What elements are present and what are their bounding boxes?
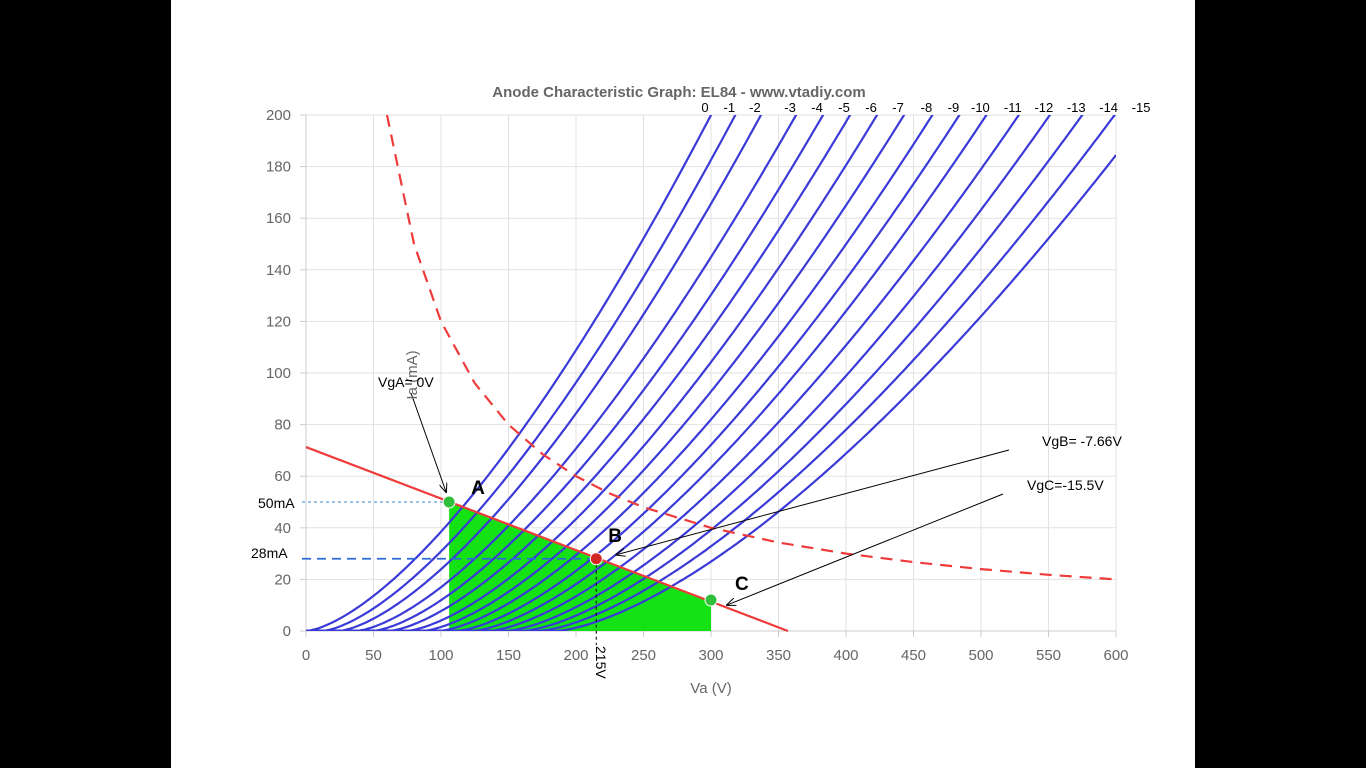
- guide-lines: [302, 392, 1010, 645]
- grid-curve-vg0: [306, 115, 713, 631]
- grid-curve-vg7: [306, 115, 906, 631]
- grid-curve-vg1: [306, 115, 737, 631]
- grid-voltage-label: -4: [811, 100, 823, 115]
- y-tick-label: 120: [266, 313, 291, 330]
- operating-points: A B C: [442, 478, 749, 607]
- chart-title: Anode Characteristic Graph: EL84 - www.v…: [492, 84, 865, 101]
- grid-curve-vg2: [306, 115, 763, 631]
- x-tick-label: 350: [766, 647, 791, 664]
- x-axis-title: Va (V): [690, 680, 731, 697]
- y-tick-label: 140: [266, 262, 291, 279]
- y-tick-label: 20: [274, 571, 291, 588]
- grid-curve-vg11: [306, 115, 1021, 631]
- vga-arrow: [410, 392, 446, 492]
- grid-curve-vg14: [306, 115, 1116, 631]
- x-tick-label: 200: [563, 647, 588, 664]
- grid-voltage-label: -14: [1099, 100, 1118, 115]
- vgb-annotation: VgB= -7.66V: [1042, 433, 1122, 449]
- y-tick-label: 40: [274, 520, 291, 537]
- grid-curves: [306, 115, 1116, 631]
- point-b: [589, 552, 603, 566]
- grid-voltage-label: -7: [892, 100, 904, 115]
- grid-voltage-label: -1: [724, 100, 736, 115]
- x-tick-label: 150: [496, 647, 521, 664]
- va-b-annotation: 215V: [593, 646, 609, 679]
- y-tick-label: 100: [266, 365, 291, 382]
- x-tick-label: 250: [631, 647, 656, 664]
- point-c: [704, 593, 718, 607]
- grid-curve-vg10: [306, 115, 988, 631]
- x-tick-label: 300: [698, 647, 723, 664]
- grid-curve-vg13: [306, 115, 1084, 631]
- grid-voltage-label: -5: [838, 100, 850, 115]
- grid-curve-vg6: [306, 115, 879, 631]
- grid-curve-vg12: [306, 115, 1052, 631]
- x-tick-label: 0: [302, 647, 310, 664]
- grid-voltage-label: -8: [921, 100, 933, 115]
- grid-curve-vg5: [306, 115, 852, 631]
- grid-voltage-label: -6: [865, 100, 877, 115]
- vgc-annotation: VgC=-15.5V: [1027, 477, 1104, 493]
- point-a: [442, 495, 456, 509]
- y-tick-label: 200: [266, 107, 291, 124]
- grid-curve-vg15: [306, 154, 1116, 631]
- grid-voltage-label: -9: [948, 100, 960, 115]
- grid-voltage-label: 0: [701, 100, 708, 115]
- x-tick-label: 400: [833, 647, 858, 664]
- grid-voltage-label: -11: [1004, 100, 1022, 115]
- max-dissipation-layer: [385, 115, 1116, 581]
- chart-text: Anode Characteristic Graph: EL84 - www.v…: [251, 84, 1150, 697]
- grid-curve-vg4: [306, 115, 825, 631]
- x-tick-label: 50: [365, 647, 382, 664]
- grid-voltage-label: -2: [749, 100, 761, 115]
- x-tick-label: 600: [1103, 647, 1128, 664]
- grid-curve-vg9: [306, 115, 961, 631]
- y-tick-label: 160: [266, 210, 291, 227]
- grid-curve-vg3: [306, 115, 798, 631]
- slide: 0 50 100 150 200 250 300 350 400 450 500 550 600 0 20 4…: [171, 0, 1195, 768]
- grid-voltage-label: -3: [784, 100, 796, 115]
- vgb-arrow: [616, 449, 1010, 555]
- ia-a-annotation: 50mA: [258, 495, 295, 511]
- vga-annotation: VgA= 0V: [378, 374, 434, 390]
- point-b-label: B: [608, 526, 622, 547]
- axes: 0 50 100 150 200 250 300 350 400 450 500 550 600 0 20 4…: [266, 107, 1129, 664]
- grid-voltage-label: -10: [971, 100, 990, 115]
- y-tick-label: 0: [283, 623, 291, 640]
- y-tick-label: 60: [274, 468, 291, 485]
- grid-voltage-label: -13: [1067, 100, 1086, 115]
- grid-voltage-label: -12: [1034, 100, 1053, 115]
- grid-curve-vg8: [306, 115, 934, 631]
- point-a-label: A: [471, 478, 485, 499]
- x-tick-label: 550: [1036, 647, 1061, 664]
- x-tick-label: 100: [428, 647, 453, 664]
- y-axis-title: Ia (mA): [404, 350, 421, 399]
- vgc-arrow: [727, 493, 1004, 605]
- x-tick-label: 450: [901, 647, 926, 664]
- anode-characteristic-chart: 0 50 100 150 200 250 300 350 400 450 500 550 6000204…: [251, 84, 1150, 697]
- x-tick-label: 500: [968, 647, 993, 664]
- max-dissipation-curve: [385, 115, 1116, 581]
- grid-voltage-label: -15: [1132, 100, 1151, 115]
- point-c-label: C: [735, 574, 749, 595]
- ia-b-annotation: 28mA: [251, 545, 288, 561]
- y-tick-label: 80: [274, 417, 291, 434]
- y-tick-label: 180: [266, 159, 291, 176]
